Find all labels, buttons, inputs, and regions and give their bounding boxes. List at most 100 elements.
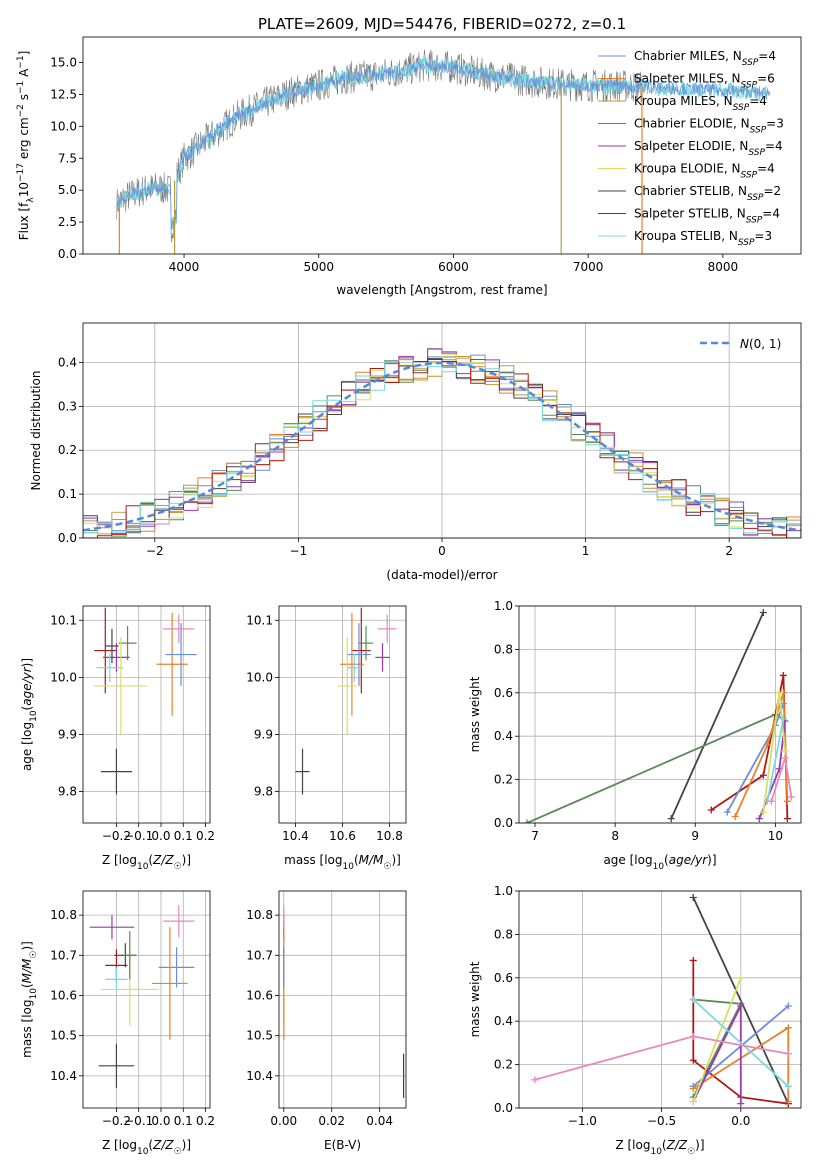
ticks: −0.2−0.10.0 0.1 0.2 10.4 10.5 10.6 10.7 10.8: [50, 908, 215, 1128]
tick-label-x: 0.00: [270, 1114, 297, 1128]
label-part: s: [17, 94, 31, 104]
plot-area: [283, 905, 405, 1098]
weight-marker: [731, 812, 739, 820]
plot-area: [295, 607, 397, 795]
x-axis-label: (data-model)/error: [386, 568, 497, 582]
label-part: Kroupa ELODIE, N: [634, 162, 741, 176]
grid: [519, 605, 801, 824]
panel-mass_vs_Z: −0.2−0.10.0 0.1 0.2 10.4 10.5 10.6 10.7 10.8 mas…: [20, 890, 215, 1157]
axes-frame: [82, 605, 211, 824]
tick-label-y: 10.4: [246, 1069, 273, 1083]
weight-marker: [707, 806, 715, 814]
tick-label-y: 10.0: [50, 670, 77, 684]
weight-marker: [787, 793, 795, 801]
label-part: age/yr: [669, 853, 708, 867]
label-part: )]: [182, 1138, 191, 1152]
label-part: )]: [20, 941, 34, 950]
tick-label-y: 0.6: [494, 971, 513, 985]
label-part: Z [log: [102, 853, 137, 867]
tick-label-y: 0.8: [494, 927, 513, 941]
label-part: −2: [16, 104, 26, 117]
ticks: −1.0 −0.5 0.0 0.0 0.2 0.4 0.6 0.8 1.0: [494, 884, 750, 1128]
label-part: −1: [16, 81, 26, 94]
tick-label-x: 9: [691, 829, 699, 843]
label-part: Z/Z: [666, 1138, 688, 1152]
tick-label-y: 0.4: [58, 355, 77, 369]
label-part: age/yr: [20, 666, 34, 705]
label-part: N: [740, 337, 749, 351]
grid: [279, 606, 406, 823]
tick-label-y: 10.0: [50, 119, 77, 133]
label-part: M/M: [359, 853, 384, 867]
weight-marker: [689, 894, 697, 902]
tick-label-x: 8: [611, 829, 619, 843]
tick-label-y: 7.5: [58, 151, 77, 165]
tick-label-y: 0.3: [58, 399, 77, 413]
tick-label-x: 7: [531, 829, 539, 843]
label-part: SSP: [750, 126, 767, 136]
tick-label-y: 10.6: [246, 988, 273, 1002]
panel-age_vs_mass: 10.4 10.6 10.8 9.8 9.9 10.0 10.1 mass [log10(M/…: [246, 605, 407, 872]
label-part: (0, 1): [749, 337, 781, 351]
axes-frame: [518, 890, 802, 1109]
axes-frame: [82, 322, 802, 539]
label-part: Z [log: [102, 1138, 137, 1152]
tick-label-x: 10.6: [329, 829, 356, 843]
label-part: Kroupa STELIB, N: [634, 229, 738, 243]
ticks: 10.4 10.6 10.8 9.8 9.9 10.0 10.1: [246, 613, 403, 843]
tick-label-x: 4000: [169, 260, 200, 274]
plot-area: [94, 607, 197, 795]
y-axis-label: mass weight: [468, 676, 482, 752]
ticks: −2 −1 0 1 2 0.0 0.1 0.2 0.3 0.4: [58, 355, 733, 558]
label-part: (: [662, 1138, 667, 1152]
weight-line: [526, 713, 784, 823]
tick-label-x: 10.4: [282, 829, 309, 843]
label-part: )]: [20, 658, 34, 667]
label-part: (: [20, 983, 34, 988]
weight-marker: [781, 747, 789, 755]
tick-label-x: 0.02: [318, 1114, 345, 1128]
label-part: 10: [29, 988, 39, 1000]
axes-frame: [82, 890, 211, 1109]
tick-label-y: 10.0: [246, 670, 273, 684]
tick-label-y: 10.6: [50, 988, 77, 1002]
tick-label-x: 0.0: [731, 1114, 750, 1128]
tick-label-x: −0.5: [647, 1114, 676, 1128]
grid: [83, 891, 210, 1108]
y-axis-label: Normed distribution: [29, 371, 43, 491]
tick-label-y: 0.2: [494, 1058, 513, 1072]
weight-line: [692, 977, 742, 1102]
label-part: erg cm: [17, 117, 31, 163]
tick-label-x: 0.2: [196, 829, 215, 843]
weight-marker: [737, 1002, 745, 1010]
label-part: −17: [16, 163, 26, 182]
tick-label-x: −0.1: [124, 829, 153, 843]
tick-label-y: 10.5: [246, 1029, 273, 1043]
axes-frame: [278, 890, 407, 1109]
panels: 4000 5000 6000 7000 80000.02.55.07.510.012.5…: [16, 36, 802, 1157]
y-axis-label: mass weight: [468, 961, 482, 1037]
label-part: =4: [762, 207, 780, 221]
y-axis-label: age [log10(age/yr)]: [20, 658, 39, 771]
axes-frame: [278, 605, 407, 824]
tick-label-x: 1: [582, 544, 590, 558]
weight-marker: [689, 1032, 697, 1040]
tick-label-x: 6000: [438, 260, 469, 274]
tick-label-y: 5.0: [58, 183, 77, 197]
tick-label-y: 0.4: [494, 729, 513, 743]
legend-entry: Salpeter STELIB, NSSP=4: [634, 207, 780, 226]
tick-label-y: 9.9: [254, 727, 273, 741]
tick-label-x: 0.1: [174, 1114, 193, 1128]
weight-marker: [763, 741, 771, 749]
tick-label-x: 10: [768, 829, 783, 843]
label-part: =4: [757, 162, 775, 176]
legend-entry: Kroupa MILES, NSSP=4: [634, 94, 767, 113]
figure-title: PLATE=2609, MJD=54476, FIBERID=0272, z=0…: [258, 15, 626, 33]
legend-entry: Kroupa ELODIE, NSSP=4: [634, 162, 775, 181]
tick-label-x: 0.2: [196, 1114, 215, 1128]
tick-label-x: 2: [725, 544, 733, 558]
y-axis-label: Flux [fλ10−17 erg cm−2 s−1 A−1]: [16, 51, 36, 241]
tick-label-x: 0.0: [151, 1114, 170, 1128]
label-part: (: [148, 1138, 153, 1152]
